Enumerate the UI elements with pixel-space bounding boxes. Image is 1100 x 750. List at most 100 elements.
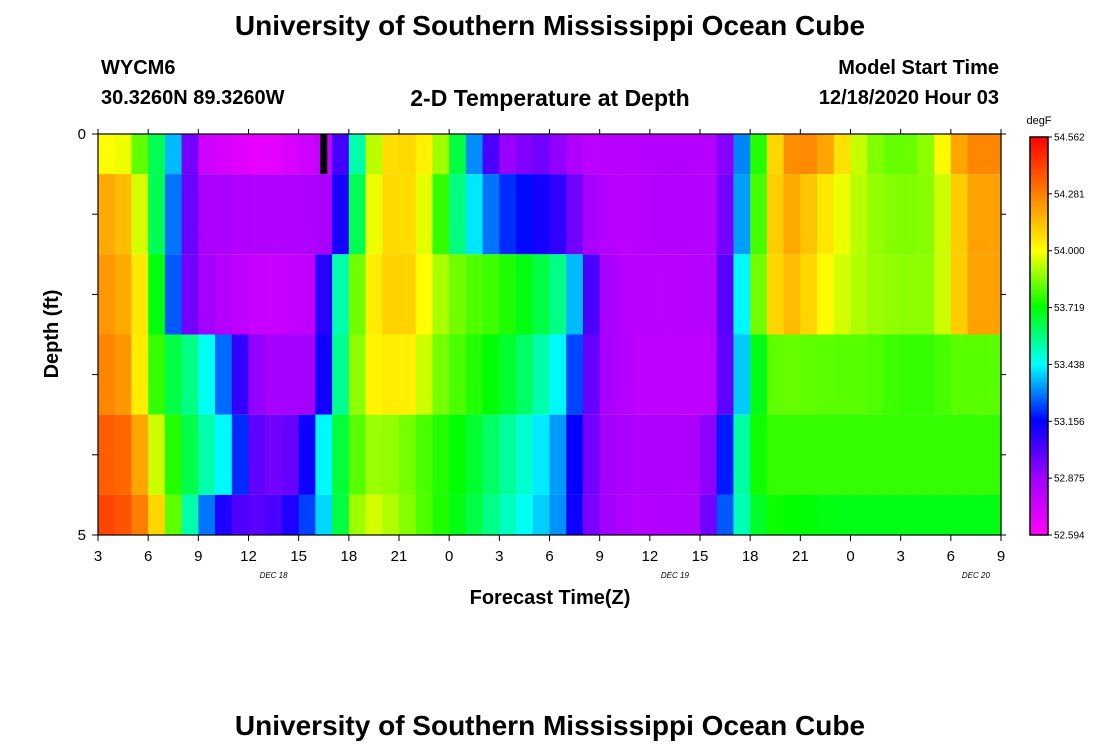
x-tick-label: 12: [240, 548, 257, 565]
heatmap-cell: [733, 174, 751, 255]
heatmap-cell: [716, 494, 735, 535]
heatmap-cell: [382, 494, 400, 535]
heatmap-cell: [482, 174, 500, 255]
heatmap-cell: [967, 134, 985, 175]
x-tick-label: 3: [94, 548, 102, 565]
heatmap-cell: [750, 414, 768, 495]
heatmap-cell: [750, 174, 768, 255]
heatmap-cell: [499, 414, 517, 495]
heatmap-cell: [415, 174, 434, 255]
heatmap-cell: [967, 494, 985, 535]
heatmap-cell: [633, 174, 651, 255]
heatmap-cell: [967, 334, 985, 415]
heatmap-cell: [281, 334, 300, 415]
heatmap-cell: [900, 414, 918, 495]
heatmap-cell: [783, 414, 801, 495]
colorbar-label: 54.000: [1054, 246, 1085, 257]
heatmap-cell: [148, 334, 166, 415]
x-tick-label: 18: [742, 548, 759, 565]
heatmap-cell: [348, 334, 367, 415]
heatmap-cell: [98, 134, 116, 175]
heatmap-cell: [917, 254, 935, 335]
heatmap-cell: [114, 174, 133, 255]
heatmap-cell: [348, 174, 367, 255]
heatmap-cell: [399, 414, 417, 495]
heatmap-cell: [131, 494, 149, 535]
heatmap-cell: [98, 254, 116, 335]
colorbar-label: 53.719: [1054, 303, 1085, 314]
heatmap-cell: [934, 134, 952, 175]
heatmap-cell: [800, 174, 818, 255]
heatmap-cell: [265, 174, 283, 255]
x-tick-label: 6: [947, 548, 955, 565]
heatmap-cell: [432, 254, 450, 335]
heatmap-cell: [616, 254, 634, 335]
heatmap-cell: [766, 134, 785, 175]
heatmap-cell: [114, 134, 133, 175]
heatmap-cell: [215, 334, 233, 415]
x-tick-label: 6: [144, 548, 152, 565]
heatmap-cell: [649, 334, 668, 415]
heatmap-cell: [833, 494, 852, 535]
heatmap-cell: [700, 414, 718, 495]
heatmap-cell: [633, 414, 651, 495]
heatmap-cell: [649, 494, 668, 535]
heatmap-cell: [950, 334, 969, 415]
heatmap-cell: [817, 174, 835, 255]
heatmap-cell: [833, 134, 852, 175]
heatmap-cell: [883, 174, 902, 255]
heatmap-cell: [365, 254, 383, 335]
heatmap-row: [98, 134, 1002, 175]
heatmap-cell: [332, 174, 350, 255]
heatmap-cell: [817, 414, 835, 495]
x-tick-label: 9: [997, 548, 1005, 565]
heatmap-cell: [599, 174, 617, 255]
heatmap-cell: [683, 414, 701, 495]
heatmap-cell: [281, 414, 300, 495]
heatmap-cell: [683, 334, 701, 415]
heatmap-cell: [131, 254, 149, 335]
heatmap-cell: [215, 174, 233, 255]
heatmap-cell: [164, 174, 183, 255]
heatmap-cell: [415, 254, 434, 335]
heatmap-cell: [700, 134, 718, 175]
heatmap-cell: [666, 254, 684, 335]
heatmap-cell: [900, 134, 918, 175]
heatmap-cell: [750, 254, 768, 335]
heatmap-cell: [733, 334, 751, 415]
heatmap-cell: [131, 174, 149, 255]
heatmap-cell: [850, 494, 868, 535]
heatmap-cell: [98, 334, 116, 415]
heatmap-cell: [616, 134, 634, 175]
heatmap-cell: [465, 134, 484, 175]
heatmap-cell: [482, 414, 500, 495]
heatmap-cell: [599, 414, 617, 495]
heatmap-cell: [783, 134, 801, 175]
heatmap-cell: [984, 174, 1002, 255]
heatmap-cell: [716, 134, 735, 175]
heatmap-cell: [766, 494, 785, 535]
heatmap-cell: [700, 254, 718, 335]
heatmap-cell: [984, 334, 1002, 415]
heatmap-cell: [716, 414, 735, 495]
heatmap-cell: [532, 254, 551, 335]
heatmap-cell: [649, 254, 668, 335]
x-tick-label: 3: [896, 548, 904, 565]
x-tick-label: 21: [391, 548, 408, 565]
heatmap-cell: [248, 134, 266, 175]
heatmap-cell: [633, 134, 651, 175]
heatmap-cell: [532, 414, 551, 495]
heatmap-row: [98, 174, 1002, 255]
plot-title: 2-D Temperature at Depth: [410, 85, 690, 111]
heatmap-cell: [449, 334, 467, 415]
heatmap-cell: [950, 254, 969, 335]
x-tick-label: 9: [595, 548, 603, 565]
heatmap-cell: [265, 414, 283, 495]
heatmap-cell: [516, 414, 534, 495]
heatmap-cell: [900, 334, 918, 415]
heatmap-cell: [549, 414, 567, 495]
heatmap-cell: [348, 254, 367, 335]
heatmap-cell: [482, 254, 500, 335]
heatmap-cell: [783, 494, 801, 535]
heatmap-cell: [449, 494, 467, 535]
